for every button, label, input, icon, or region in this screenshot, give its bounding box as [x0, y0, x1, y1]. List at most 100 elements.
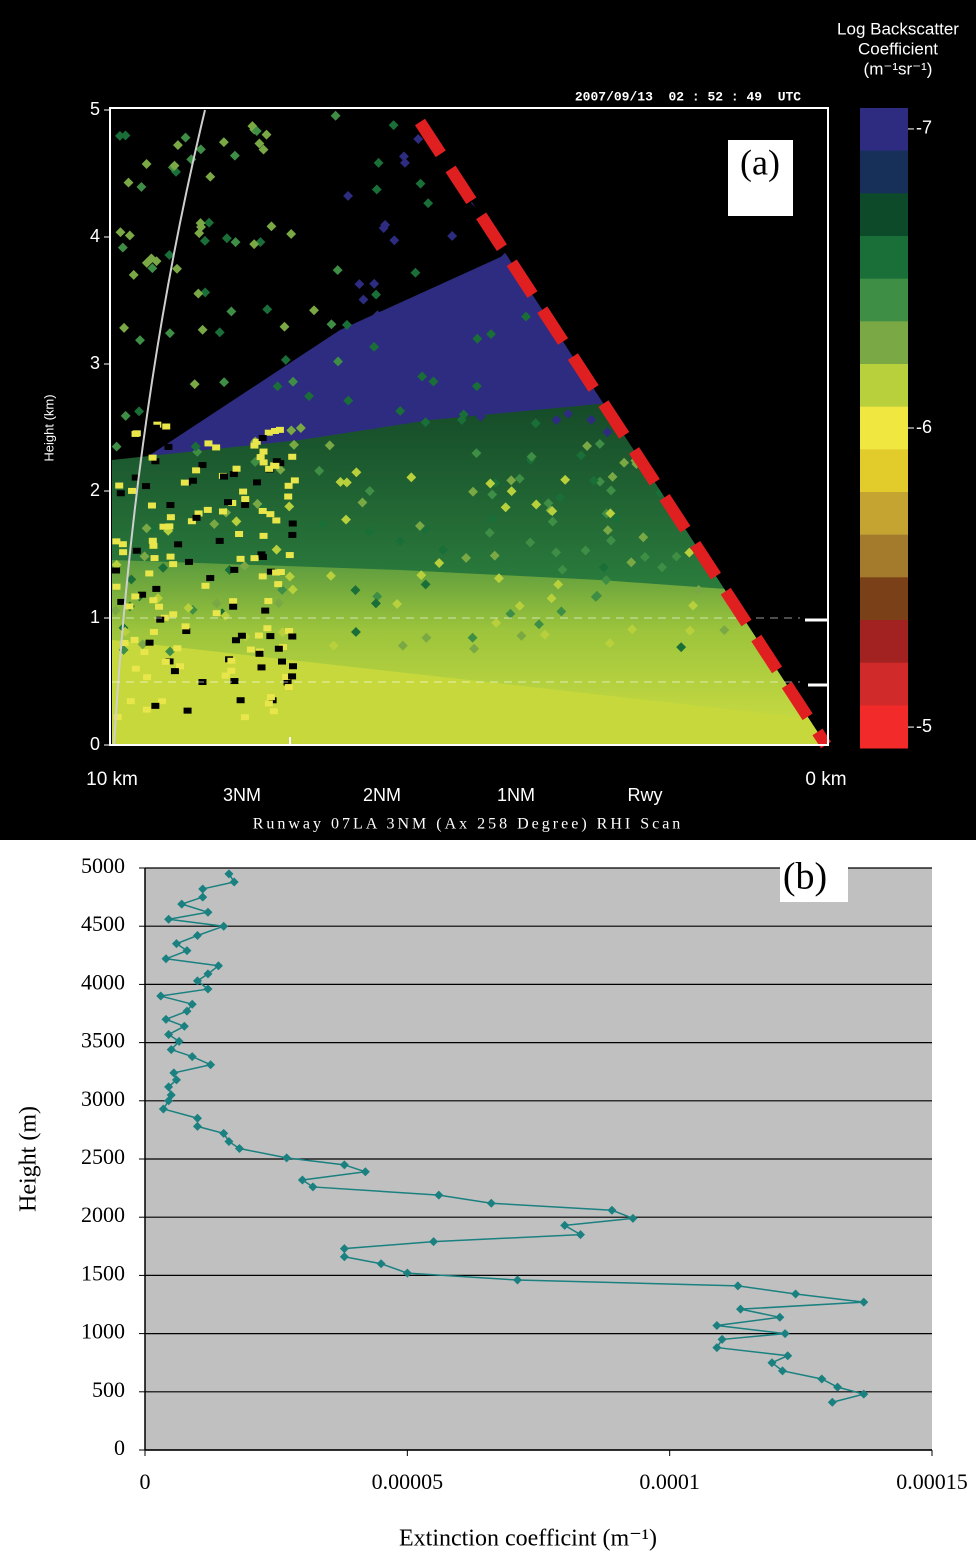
colorbar-title: (m⁻¹sr⁻¹)	[864, 59, 933, 78]
data-point	[203, 907, 213, 917]
speckle	[227, 657, 236, 664]
speckle	[272, 381, 283, 392]
speckle	[506, 486, 517, 497]
speckle	[288, 520, 297, 527]
speckle	[166, 514, 175, 521]
data-point	[780, 1329, 790, 1339]
data-point	[859, 1389, 869, 1399]
speckle	[274, 581, 283, 588]
speckle	[332, 265, 343, 276]
data-point	[607, 1205, 617, 1215]
speckle	[162, 423, 171, 430]
speckle	[214, 327, 225, 338]
speckle	[209, 519, 220, 529]
speckle	[406, 472, 417, 483]
speckle	[369, 278, 380, 289]
speckle	[275, 426, 284, 433]
speckle	[463, 402, 474, 412]
speckle	[272, 517, 281, 524]
colorbar-tick-label: -6	[916, 417, 932, 437]
speckle	[158, 562, 169, 573]
speckle	[417, 371, 428, 382]
speckle	[639, 552, 650, 562]
scan-bottom	[112, 640, 826, 745]
colorbar-tick-label: -5	[916, 716, 932, 736]
speckle	[288, 673, 297, 680]
speckle	[148, 454, 157, 461]
speckle	[285, 627, 294, 634]
speckle	[142, 706, 151, 713]
speckle	[184, 558, 193, 565]
speckle	[486, 329, 497, 340]
speckle	[229, 150, 240, 161]
colorbar-segment	[860, 193, 908, 237]
y-tick-label: 2500	[81, 1144, 125, 1169]
speckle	[685, 625, 695, 636]
speckle	[295, 423, 306, 433]
speckle	[131, 593, 140, 600]
y-tick-label: 5000	[81, 853, 125, 878]
speckle	[553, 579, 564, 590]
data-point	[164, 1029, 174, 1039]
speckle	[219, 473, 228, 480]
speckle	[203, 506, 212, 513]
speckle	[141, 159, 152, 169]
speckle	[423, 198, 434, 209]
data-point	[735, 1304, 745, 1314]
speckle	[288, 376, 299, 387]
speckle	[180, 132, 191, 143]
data-point	[187, 999, 197, 1009]
speckle	[343, 190, 354, 201]
range-marker: Rwy	[628, 785, 663, 805]
speckle	[370, 598, 381, 609]
data-point	[174, 1036, 184, 1046]
y-tick-label: 3	[90, 353, 100, 373]
speckle	[145, 570, 154, 577]
speckle	[469, 643, 480, 654]
speckle	[560, 474, 571, 485]
speckle	[389, 235, 400, 246]
speckle	[255, 650, 264, 657]
speckle	[626, 557, 637, 568]
speckle	[211, 598, 222, 609]
colorbar-segment	[860, 492, 908, 536]
speckle	[373, 157, 384, 168]
speckle	[145, 639, 154, 646]
speckle	[586, 414, 597, 425]
speckle	[258, 144, 269, 155]
data-point	[164, 1082, 174, 1092]
speckle	[582, 441, 593, 451]
speckle	[194, 228, 205, 239]
speckle	[219, 377, 230, 388]
speckle	[594, 438, 605, 449]
speckle	[413, 134, 424, 144]
speckle	[285, 552, 294, 559]
speckle	[479, 355, 490, 366]
speckle	[369, 341, 380, 352]
speckle	[393, 355, 403, 366]
speckle	[249, 239, 260, 250]
speckle	[288, 453, 297, 460]
data-point	[192, 1113, 202, 1123]
colorbar-segment	[860, 620, 908, 664]
speckle	[239, 561, 250, 571]
data-point	[224, 869, 234, 879]
speckle	[204, 440, 213, 447]
speckle	[266, 221, 277, 232]
speckle	[151, 458, 160, 465]
speckle	[135, 335, 145, 346]
speckle	[205, 171, 216, 182]
speckle	[166, 502, 175, 509]
speckle	[530, 418, 541, 429]
speckle	[266, 568, 275, 575]
data-point	[192, 1121, 202, 1131]
speckle	[325, 570, 336, 581]
speckle	[371, 184, 382, 195]
speckle	[212, 444, 221, 451]
speckle	[229, 598, 238, 605]
colorbar-title: Log Backscatter	[837, 19, 959, 38]
speckle	[230, 237, 241, 248]
speckle	[563, 408, 574, 419]
y-tick-label: 4	[90, 226, 100, 246]
speckle	[547, 506, 558, 517]
